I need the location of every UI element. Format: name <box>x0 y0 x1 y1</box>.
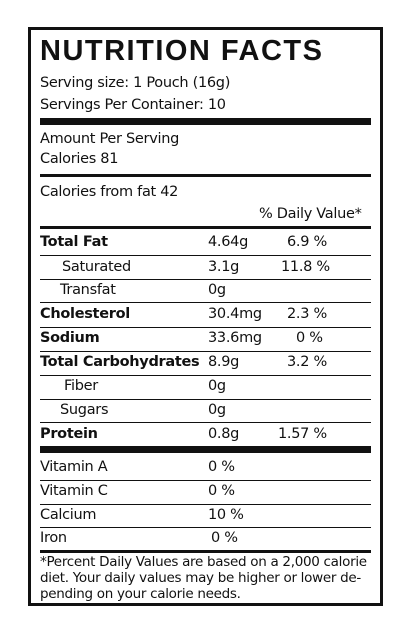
nutrient-name: Cholesterol <box>40 306 130 322</box>
nutrient-dv: 3.2 % <box>287 354 327 370</box>
nutrient-name: Fiber <box>64 378 98 394</box>
amount-per-serving: Amount Per Serving <box>40 131 179 147</box>
thick-divider <box>40 446 371 453</box>
vitamin-name: Vitamin C <box>40 483 108 499</box>
row-divider <box>40 327 371 328</box>
vitamin-name: Iron <box>40 530 67 546</box>
medium-divider <box>40 550 371 553</box>
vitamin-dv: 0 % <box>208 459 235 475</box>
nutrient-amount: 4.64g <box>208 234 248 250</box>
row-divider <box>40 279 371 280</box>
daily-value-header: % Daily Value* <box>259 206 362 222</box>
footnote-line: diet. Your daily values may be higher or… <box>40 570 361 586</box>
calories-from-fat: Calories from fat 42 <box>40 184 179 200</box>
nutrient-amount: 30.4mg <box>208 306 262 322</box>
nutrient-dv: 0 % <box>296 330 323 346</box>
medium-divider <box>40 174 371 177</box>
nutrient-dv: 6.9 % <box>287 234 327 250</box>
nutrient-name: Protein <box>40 426 98 442</box>
row-divider <box>40 302 371 303</box>
row-divider <box>40 399 371 400</box>
nutrition-facts-label: NUTRITION FACTS Serving size: 1 Pouch (1… <box>28 27 383 606</box>
vitamin-dv: 10 % <box>208 507 244 523</box>
medium-divider <box>40 226 371 229</box>
vitamin-name: Vitamin A <box>40 459 108 475</box>
footnote-line: *Percent Daily Values are based on a 2,0… <box>40 554 367 570</box>
nutrient-name: Sodium <box>40 330 100 346</box>
row-divider <box>40 504 371 505</box>
nutrient-dv: 2.3 % <box>287 306 327 322</box>
nutrient-name: Saturated <box>62 259 131 275</box>
row-divider <box>40 480 371 481</box>
nutrient-name: Transfat <box>60 282 116 298</box>
nutrient-amount: 8.9g <box>208 354 240 370</box>
thick-divider <box>40 118 371 125</box>
serving-size: Serving size: 1 Pouch (16g) <box>40 75 231 91</box>
calories: Calories 81 <box>40 151 119 167</box>
row-divider <box>40 422 371 423</box>
vitamin-dv: 0 % <box>211 530 238 546</box>
vitamin-dv: 0 % <box>208 483 235 499</box>
nutrient-amount: 0.8g <box>208 426 240 442</box>
nutrient-amount: 0g <box>208 402 226 418</box>
nutrient-name: Total Carbohydrates <box>40 354 200 370</box>
nutrient-amount: 0g <box>208 378 226 394</box>
nutrient-name: Total Fat <box>40 234 108 250</box>
vitamin-name: Calcium <box>40 507 97 523</box>
servings-per-container: Servings Per Container: 10 <box>40 97 226 113</box>
nutrient-name: Sugars <box>60 402 109 418</box>
nutrient-amount: 3.1g <box>208 259 240 275</box>
footnote-line: pending on your calorie needs. <box>40 586 241 602</box>
nutrient-amount: 33.6mg <box>208 330 262 346</box>
nutrient-dv: 1.57 % <box>278 426 327 442</box>
label-title: NUTRITION FACTS <box>40 35 324 67</box>
nutrient-amount: 0g <box>208 282 226 298</box>
row-divider <box>40 527 371 528</box>
nutrient-dv: 11.8 % <box>281 259 330 275</box>
row-divider <box>40 375 371 376</box>
row-divider <box>40 255 371 256</box>
row-divider <box>40 351 371 352</box>
